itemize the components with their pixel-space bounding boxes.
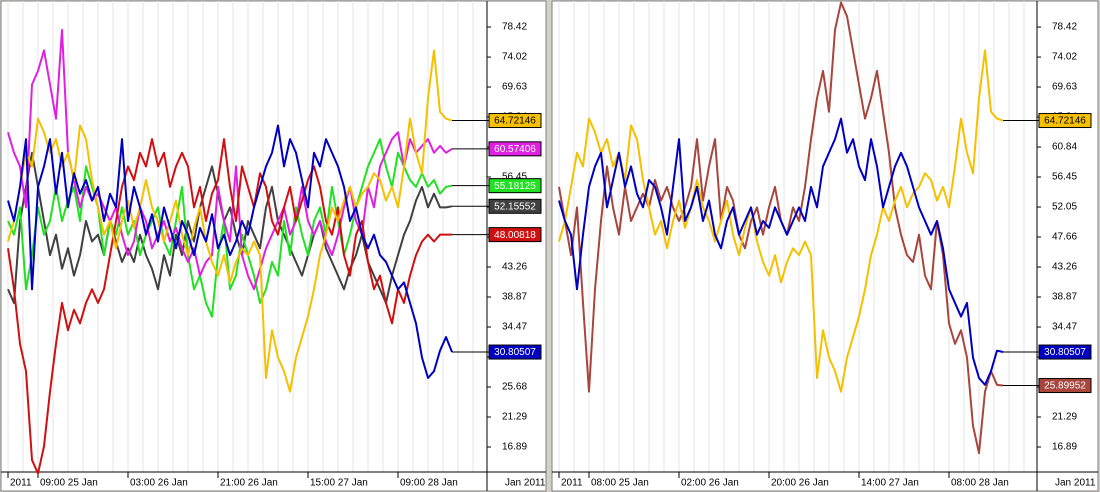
- y-tick-label: 78.42: [1052, 22, 1077, 33]
- y-tick-label: 56.45: [502, 172, 527, 183]
- x-tick-label: 09:00 28 Jan: [400, 478, 458, 489]
- last-value-box: [488, 198, 542, 214]
- y-tick-label: 52.05: [1052, 202, 1077, 213]
- last-value-box: [488, 227, 542, 243]
- y-tick-label: 56.45: [1052, 172, 1077, 183]
- last-value-box: [1038, 378, 1092, 394]
- x-tick-label: 09:00 25 Jan: [40, 478, 98, 489]
- y-tick-label: 25.68: [502, 382, 527, 393]
- y-tick-label: 16.89: [1052, 442, 1077, 453]
- y-tick-label: 47.66: [1052, 232, 1077, 243]
- last-value-box: [1038, 113, 1092, 129]
- panel: [0, 0, 547, 492]
- x-axis-end-label: Jan 2011: [505, 478, 546, 489]
- series-line: [558, 117, 1004, 386]
- series-line: [7, 124, 453, 380]
- y-tick-label: 34.47: [502, 322, 527, 333]
- y-tick-label: 38.87: [1052, 292, 1077, 303]
- last-value-label: 64.72146: [494, 116, 536, 127]
- last-value-label: 64.72146: [1044, 116, 1086, 127]
- last-value-label: 30.80507: [494, 347, 536, 358]
- series-line: [7, 49, 453, 393]
- last-value-label: 55.18125: [494, 181, 536, 192]
- y-tick-label: 74.02: [502, 52, 527, 63]
- y-tick-label: 38.87: [502, 292, 527, 303]
- series-line: [7, 151, 453, 304]
- series-line: [558, 49, 1004, 393]
- y-tick-label: 34.47: [1052, 322, 1077, 333]
- x-tick-label: 21:00 26 Jan: [220, 478, 278, 489]
- last-value-label: 60.57406: [494, 144, 536, 155]
- last-value-label: 25.89952: [1044, 381, 1086, 392]
- y-tick-label: 78.42: [502, 22, 527, 33]
- y-tick-label: 69.63: [1052, 82, 1077, 93]
- last-value-box: [488, 178, 542, 194]
- x-axis-end-label: Jan 2011: [1055, 478, 1096, 489]
- y-tick-label: 21.29: [1052, 412, 1077, 423]
- x-tick-label: 2011: [10, 478, 32, 489]
- x-tick-label: 14:00 27 Jan: [861, 478, 919, 489]
- last-value-box: [488, 113, 542, 129]
- x-tick-label: 20:00 26 Jan: [771, 478, 829, 489]
- x-tick-label: 03:00 26 Jan: [130, 478, 188, 489]
- y-tick-label: 43.26: [502, 262, 527, 273]
- last-value-box: [488, 141, 542, 157]
- y-tick-label: 60.84: [1052, 142, 1077, 153]
- last-value-label: 30.80507: [1044, 347, 1086, 358]
- y-tick-label: 16.89: [502, 442, 527, 453]
- last-value-box: [488, 344, 542, 360]
- last-value-box: [1038, 344, 1092, 360]
- x-tick-label: 08:00 25 Jan: [591, 478, 649, 489]
- series-line: [7, 138, 453, 475]
- last-value-label: 52.15552: [494, 201, 536, 212]
- series-line: [7, 28, 453, 291]
- y-tick-label: 21.29: [502, 412, 527, 423]
- x-tick-label: 2011: [561, 478, 583, 489]
- y-tick-label: 74.02: [1052, 52, 1077, 63]
- y-tick-label: 43.26: [1052, 262, 1077, 273]
- x-tick-label: 08:00 28 Jan: [951, 478, 1009, 489]
- x-tick-label: 15:00 27 Jan: [310, 478, 368, 489]
- last-value-label: 48.00818: [494, 230, 536, 241]
- y-tick-label: 69.63: [502, 82, 527, 93]
- x-tick-label: 02:00 26 Jan: [681, 478, 739, 489]
